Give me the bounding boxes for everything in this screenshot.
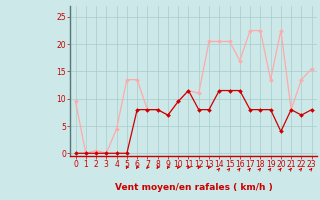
X-axis label: Vent moyen/en rafales ( km/h ): Vent moyen/en rafales ( km/h ) <box>115 183 272 192</box>
